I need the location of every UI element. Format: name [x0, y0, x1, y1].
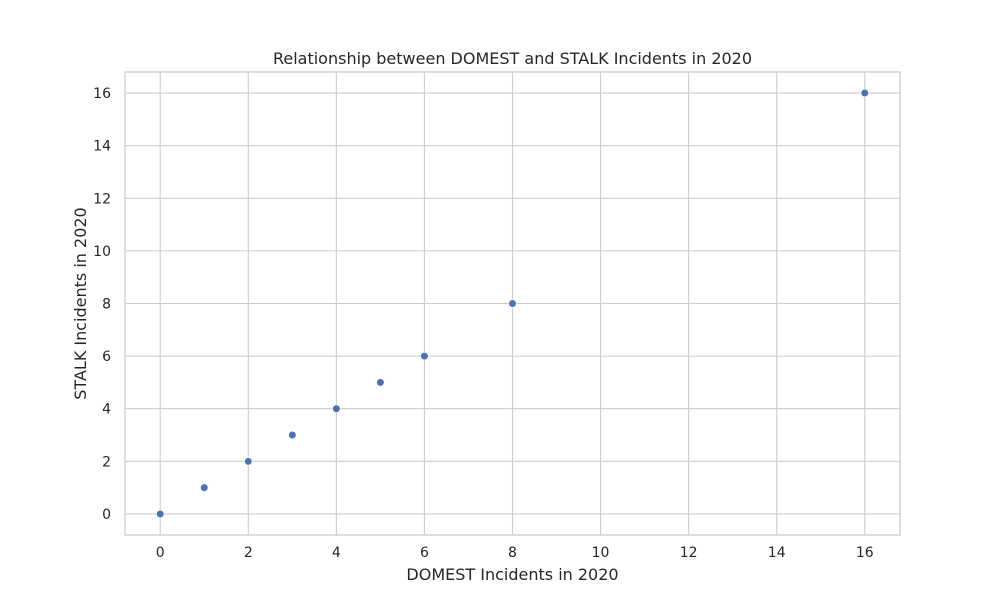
data-point-8 — [860, 88, 869, 98]
y-tick-label-12: 12 — [93, 191, 111, 207]
data-point-3 — [288, 430, 297, 440]
x-tick-label-12: 12 — [680, 545, 698, 561]
x-tick-label-10: 10 — [592, 545, 610, 561]
y-tick-label-16: 16 — [93, 86, 111, 102]
y-tick-label-2: 2 — [102, 454, 111, 470]
x-axis-title: DOMEST Incidents in 2020 — [406, 565, 618, 584]
x-tick-label-4: 4 — [332, 545, 341, 561]
x-tick-label-14: 14 — [768, 545, 786, 561]
data-point-7 — [508, 299, 517, 308]
x-tick-labels: 0 2 4 6 8 10 12 14 16 — [156, 545, 874, 561]
y-axis-title: STALK Incidents in 2020 — [71, 207, 90, 399]
plot-frame — [124, 71, 901, 536]
x-tick-label-6: 6 — [420, 545, 429, 561]
x-tick-label-8: 8 — [508, 545, 517, 561]
y-tick-label-6: 6 — [102, 349, 111, 365]
y-tick-label-4: 4 — [102, 402, 111, 418]
data-point-6 — [420, 352, 429, 361]
y-tick-label-10: 10 — [93, 244, 111, 260]
data-point-1 — [200, 483, 209, 492]
data-point-0 — [156, 509, 165, 519]
y-tick-label-8: 8 — [102, 297, 111, 313]
x-tick-label-2: 2 — [244, 545, 253, 561]
data-point-5 — [376, 378, 385, 387]
data-point-2 — [244, 457, 253, 466]
y-tick-labels: 0 2 4 6 8 10 12 14 16 — [93, 86, 111, 523]
chart-title: Relationship between DOMEST and STALK In… — [273, 49, 752, 68]
x-tick-label-16: 16 — [856, 545, 874, 561]
data-points — [156, 88, 869, 519]
data-point-4 — [332, 404, 341, 413]
y-tick-label-14: 14 — [93, 139, 111, 155]
x-tick-label-0: 0 — [156, 545, 165, 561]
y-tick-label-0: 0 — [102, 507, 111, 523]
